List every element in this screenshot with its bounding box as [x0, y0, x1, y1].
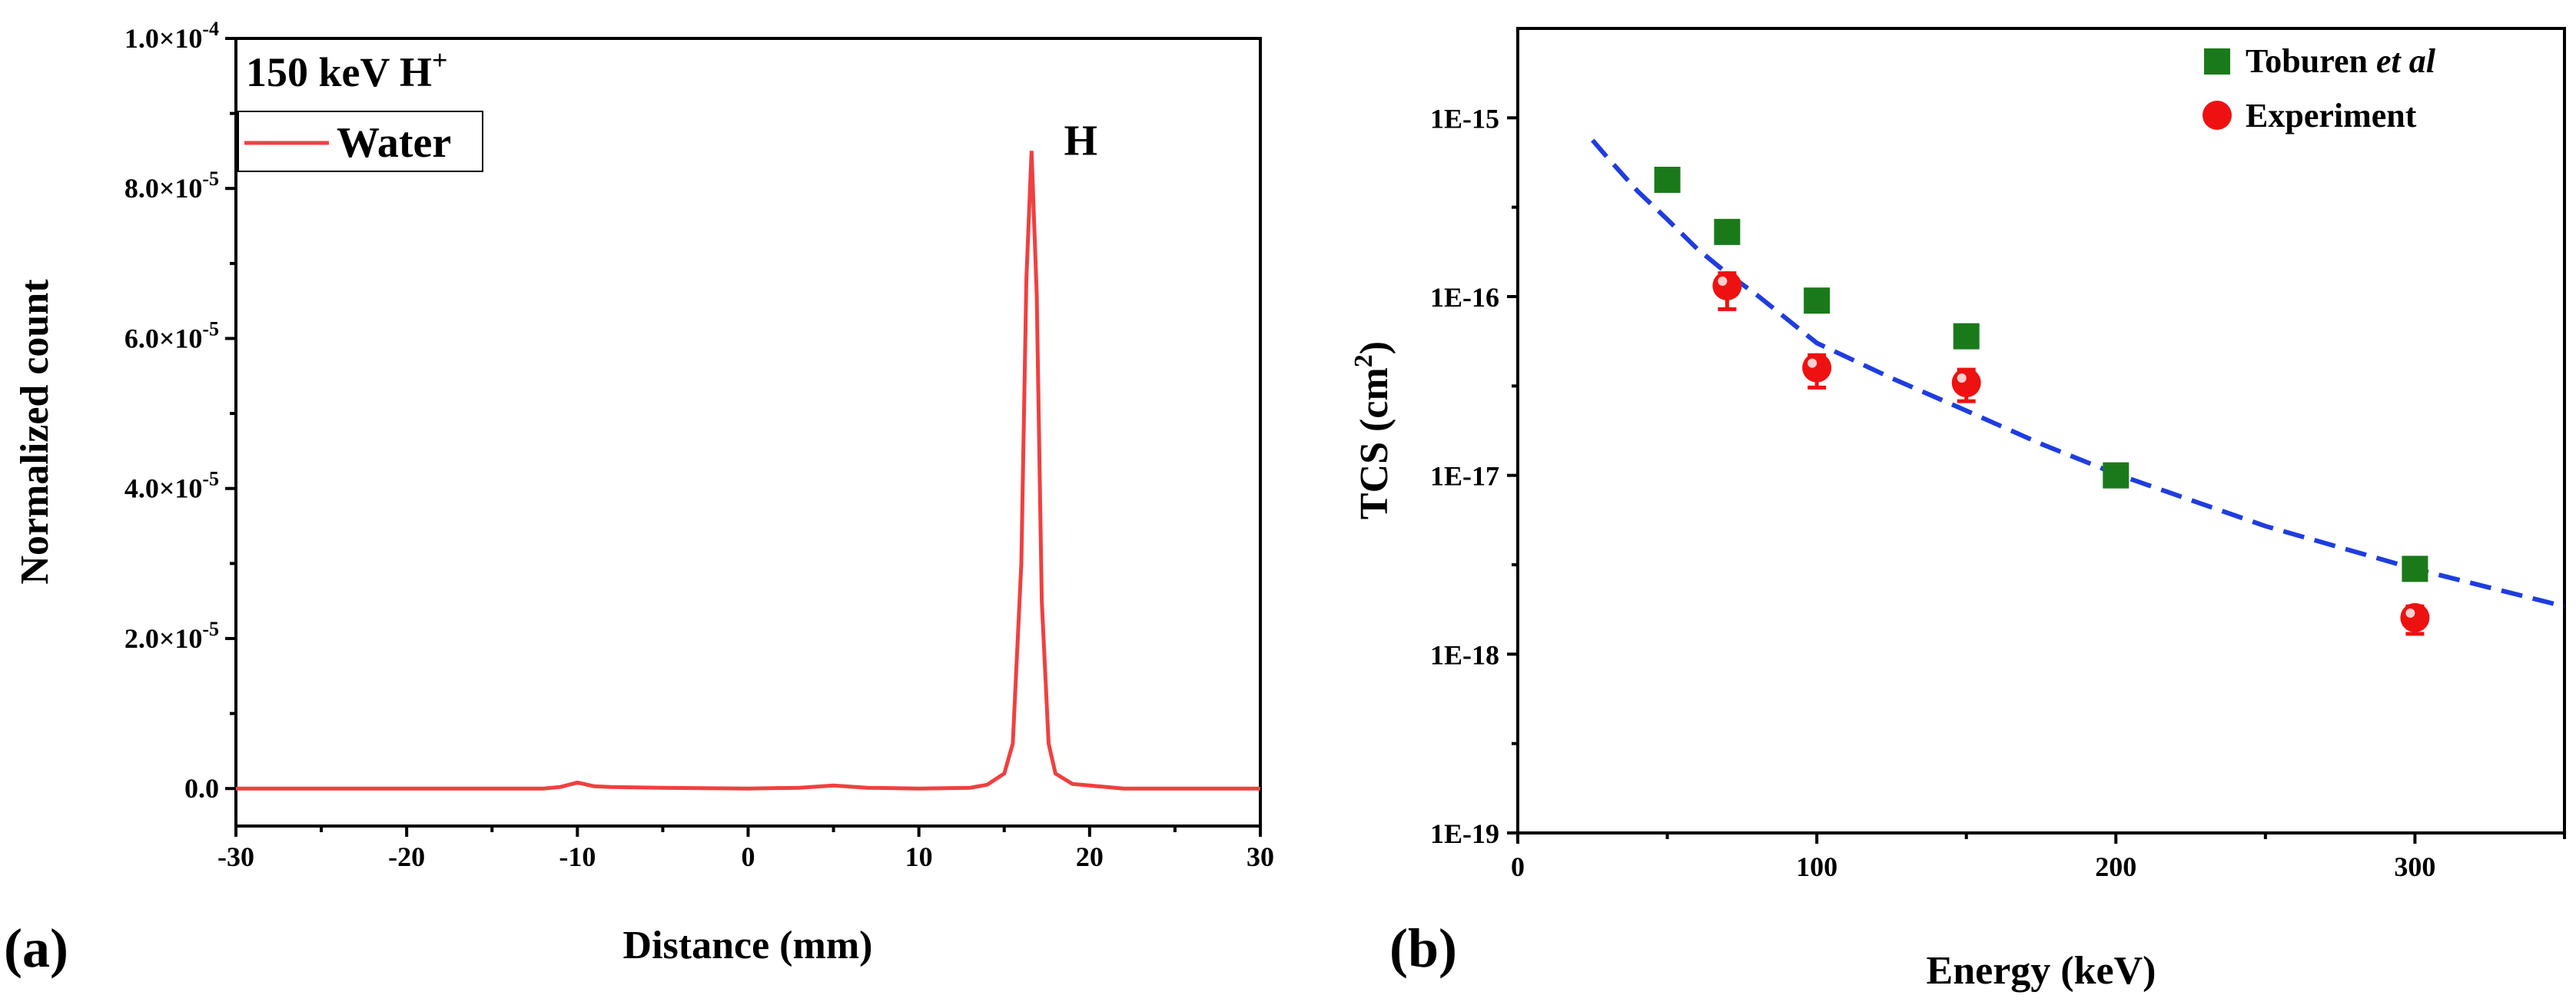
- x-tick-label-b: 300: [2394, 851, 2435, 882]
- panel-label-a: (a): [4, 917, 68, 979]
- legend-marker-experiment: [2203, 101, 2232, 130]
- y-tick-label-b: 1E-15: [1430, 103, 1499, 134]
- water-series-line: [236, 151, 1260, 791]
- experiment-point-highlight: [1957, 373, 1967, 383]
- toburen-point: [2103, 462, 2130, 489]
- panel-a: -30 -20 -10 0 10 20 30 0.0 2.0×10-5 4.0×10-5 6.0×…: [4, 18, 1274, 979]
- y-axis-label-b-text: TCS (cm: [1353, 367, 1396, 519]
- x-tick-label-b: 0: [1511, 851, 1525, 882]
- y-axis-label-a: Normalized count: [13, 279, 57, 585]
- experiment-point-highlight: [1718, 276, 1728, 286]
- x-tick-label-a: -10: [559, 841, 596, 872]
- experiment-point-highlight: [2405, 608, 2415, 618]
- peak-annotation: H: [1064, 117, 1098, 164]
- toburen-point: [1953, 323, 1980, 350]
- plot-frame-b: [1516, 27, 2566, 834]
- x-tick-label-a: -30: [217, 841, 254, 872]
- experiment-point: [2400, 602, 2430, 632]
- experiment-point: [1712, 270, 1742, 300]
- legend-label-experiment: Experiment: [2246, 97, 2417, 134]
- legend-label-toburen-italic: et al: [2376, 42, 2436, 80]
- x-tick-label-a: -20: [388, 841, 425, 872]
- x-tick-label-b: 100: [1796, 851, 1837, 882]
- legend-label-toburen-text: Toburen: [2246, 42, 2376, 80]
- chart-title: 150 keV H+: [246, 45, 448, 95]
- x-tick-label-a: 20: [1076, 841, 1104, 872]
- x-axis-label-b: Energy (keV): [1927, 949, 2156, 993]
- toburen-point: [1714, 218, 1741, 245]
- chart-title-superscript: +: [432, 45, 448, 75]
- toburen-point: [1804, 287, 1831, 314]
- y-axis-label-b-sup: 2: [1349, 354, 1378, 367]
- panel-b: 0 100 200 300 1E-19 1E-18 1E-17 1E-16 1E-15 Tob…: [1349, 27, 2566, 993]
- legend-label-water: Water: [337, 119, 451, 167]
- y-axis-label-b: TCS (cm2): [1349, 341, 1396, 519]
- y-tick-label-b: 1E-17: [1430, 461, 1499, 492]
- experiment-point: [1802, 353, 1832, 383]
- y-tick-label-a: 0.0: [184, 773, 219, 804]
- experiment-point: [1951, 368, 1981, 398]
- y-tick-label-a: 6.0×10-5: [124, 317, 219, 353]
- y-tick-label-b: 1E-19: [1430, 818, 1499, 849]
- fit-dashed-line: [1591, 138, 2565, 609]
- legend-marker-toburen: [2204, 48, 2230, 75]
- y-tick-label-b: 1E-18: [1430, 639, 1499, 670]
- legend-label-toburen: Toburen et al: [2246, 42, 2436, 80]
- chart-title-text: 150 keV H: [246, 49, 432, 95]
- x-axis-label-a: Distance (mm): [623, 924, 873, 967]
- y-tick-label-a: 2.0×10-5: [124, 618, 219, 654]
- panel-label-b: (b): [1389, 917, 1457, 979]
- y-tick-label-b: 1E-16: [1430, 282, 1499, 313]
- y-tick-label-a: 4.0×10-5: [124, 468, 219, 504]
- experiment-point-highlight: [1808, 358, 1817, 368]
- toburen-point: [2402, 556, 2428, 582]
- y-tick-label-a: 1.0×10-4: [124, 18, 219, 54]
- x-tick-label-a: 30: [1247, 841, 1274, 872]
- x-tick-label-b: 200: [2095, 851, 2136, 882]
- y-tick-label-a: 8.0×10-5: [124, 168, 219, 204]
- x-tick-label-a: 10: [905, 841, 933, 872]
- toburen-point: [1654, 167, 1681, 194]
- y-axis-label-b-end: ): [1353, 341, 1396, 354]
- x-tick-label-a: 0: [742, 841, 755, 872]
